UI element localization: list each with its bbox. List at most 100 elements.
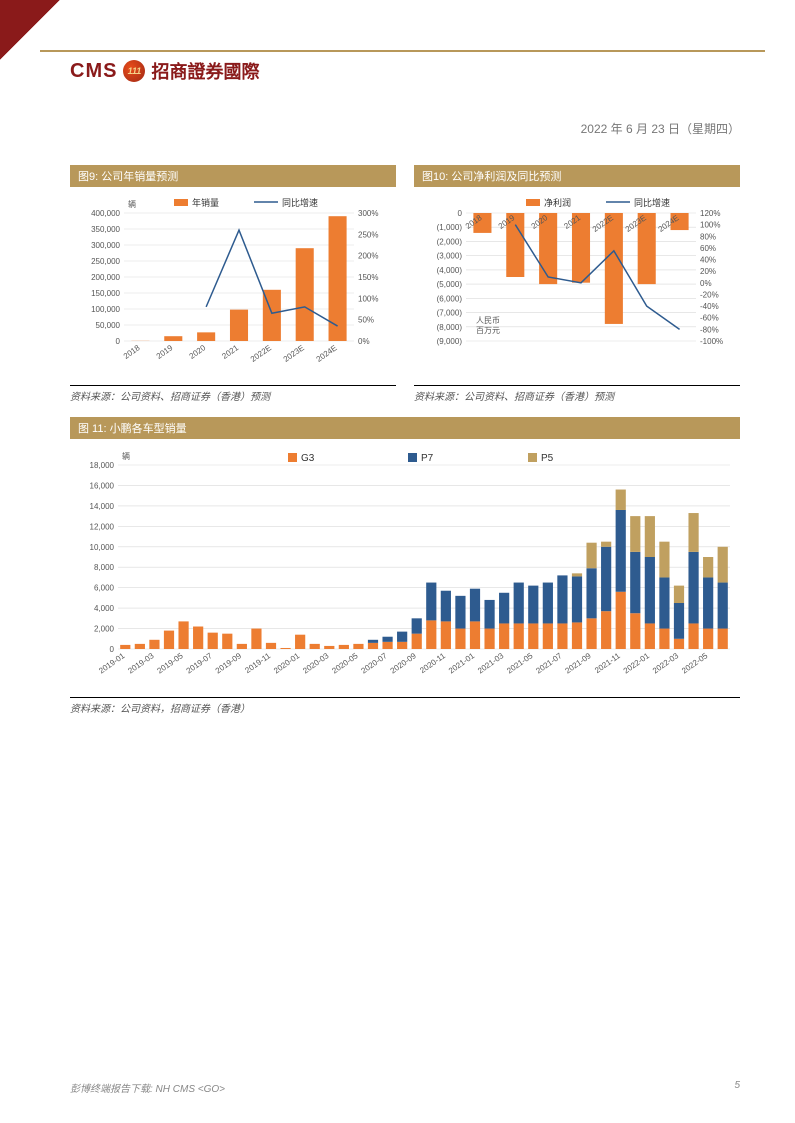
- logo: CMS 111 招商證券國際: [70, 58, 259, 84]
- svg-text:2020-01: 2020-01: [272, 651, 302, 676]
- svg-text:2021-11: 2021-11: [593, 651, 622, 675]
- svg-text:0: 0: [458, 209, 463, 218]
- chart9-svg: 050,000100,000150,000200,000250,000300,0…: [72, 191, 392, 381]
- chart11-title: 图 11: 小鹏各车型销量: [70, 417, 740, 439]
- logo-cn-name: 招商證券國際: [151, 58, 259, 84]
- chart10-svg: 0 (1,000) (2,000) (3,000) (4,000) (5,000) (6,0…: [416, 191, 736, 381]
- svg-text:6,000: 6,000: [94, 584, 115, 593]
- svg-text:2024E: 2024E: [315, 343, 339, 364]
- svg-text:2019: 2019: [155, 343, 175, 361]
- svg-text:100%: 100%: [358, 294, 378, 303]
- svg-text:净利润: 净利润: [544, 197, 571, 208]
- chart11-svg: 02,0004,0006,0008,00010,00012,00014,0001…: [72, 443, 740, 693]
- svg-text:200,000: 200,000: [91, 273, 120, 282]
- svg-text:同比增速: 同比增速: [282, 197, 318, 208]
- svg-text:120%: 120%: [700, 209, 720, 218]
- svg-text:300%: 300%: [358, 209, 378, 218]
- svg-text:-80%: -80%: [700, 325, 719, 334]
- svg-text:14,000: 14,000: [90, 502, 115, 511]
- svg-text:16,000: 16,000: [90, 481, 115, 490]
- footer-page: 5: [734, 1080, 740, 1095]
- svg-text:0%: 0%: [358, 337, 370, 346]
- svg-text:(6,000): (6,000): [437, 294, 463, 303]
- svg-text:250%: 250%: [358, 230, 378, 239]
- svg-text:2022-05: 2022-05: [680, 651, 710, 676]
- logo-icon: 111: [123, 60, 145, 82]
- svg-text:-100%: -100%: [700, 337, 723, 346]
- page-footer: 彭博终端报告下载: NH CMS <GO> 5: [70, 1080, 740, 1095]
- svg-text:100%: 100%: [700, 221, 720, 230]
- svg-text:2021-03: 2021-03: [476, 651, 506, 676]
- svg-text:2023E: 2023E: [282, 343, 306, 364]
- svg-text:250,000: 250,000: [91, 257, 120, 266]
- svg-text:(5,000): (5,000): [437, 280, 463, 289]
- svg-text:300,000: 300,000: [91, 241, 120, 250]
- svg-text:G3: G3: [301, 453, 315, 464]
- svg-text:0: 0: [110, 645, 115, 654]
- svg-text:2019-03: 2019-03: [126, 651, 156, 676]
- svg-text:2019-05: 2019-05: [156, 651, 186, 676]
- svg-text:(8,000): (8,000): [437, 323, 463, 332]
- svg-text:12,000: 12,000: [90, 522, 115, 531]
- svg-text:2021-07: 2021-07: [534, 651, 564, 676]
- svg-text:(1,000): (1,000): [437, 223, 463, 232]
- svg-text:-60%: -60%: [700, 314, 719, 323]
- svg-text:0: 0: [116, 337, 121, 346]
- svg-text:2021-09: 2021-09: [564, 651, 594, 676]
- svg-text:P7: P7: [421, 453, 434, 464]
- svg-text:2021-05: 2021-05: [505, 651, 535, 676]
- svg-text:2020-11: 2020-11: [418, 651, 447, 675]
- chart9-container: 图9: 公司年销量预测 050,000100,000150,000200,000…: [70, 165, 396, 403]
- report-date: 2022 年 6 月 23 日（星期四）: [581, 120, 740, 137]
- svg-text:200%: 200%: [358, 252, 378, 261]
- svg-text:40%: 40%: [700, 256, 716, 265]
- footer-left: 彭博终端报告下载: NH CMS <GO>: [70, 1080, 225, 1095]
- svg-text:2022-01: 2022-01: [622, 651, 652, 676]
- svg-text:8,000: 8,000: [94, 563, 115, 572]
- svg-text:10,000: 10,000: [90, 543, 115, 552]
- svg-text:2018: 2018: [122, 343, 142, 361]
- svg-text:年销量: 年销量: [192, 197, 219, 208]
- header-rule: [40, 50, 765, 52]
- svg-text:2019-07: 2019-07: [185, 651, 215, 676]
- chart10-title: 图10: 公司净利润及同比预测: [414, 165, 740, 187]
- svg-text:400,000: 400,000: [91, 209, 120, 218]
- svg-text:150,000: 150,000: [91, 289, 120, 298]
- svg-text:350,000: 350,000: [91, 225, 120, 234]
- svg-text:20%: 20%: [700, 267, 716, 276]
- svg-text:百万元: 百万元: [476, 326, 500, 335]
- svg-text:50%: 50%: [358, 316, 374, 325]
- chart9-source: 资料来源：公司资料、招商证券（香港）预测: [70, 385, 396, 403]
- logo-cms: CMS: [70, 60, 117, 83]
- svg-text:2020: 2020: [188, 343, 208, 361]
- svg-text:2019-09: 2019-09: [214, 651, 244, 676]
- main-content: 图9: 公司年销量预测 050,000100,000150,000200,000…: [70, 165, 740, 715]
- svg-text:2022-03: 2022-03: [651, 651, 681, 676]
- svg-text:2020-05: 2020-05: [330, 651, 360, 676]
- svg-text:(4,000): (4,000): [437, 266, 463, 275]
- svg-text:人民币: 人民币: [476, 316, 500, 325]
- svg-text:P5: P5: [541, 453, 554, 464]
- svg-text:同比增速: 同比增速: [634, 197, 670, 208]
- chart9-title: 图9: 公司年销量预测: [70, 165, 396, 187]
- chart11-source: 资料来源：公司资料，招商证券（香港）: [70, 697, 740, 715]
- svg-text:2019-11: 2019-11: [243, 651, 272, 675]
- chart11-container: 图 11: 小鹏各车型销量 02,0004,0006,0008,00010,00…: [70, 417, 740, 715]
- svg-text:18,000: 18,000: [90, 461, 115, 470]
- svg-text:60%: 60%: [700, 244, 716, 253]
- svg-text:2020-07: 2020-07: [360, 651, 390, 676]
- svg-text:2019-01: 2019-01: [97, 651, 127, 676]
- svg-text:(2,000): (2,000): [437, 237, 463, 246]
- svg-text:-40%: -40%: [700, 302, 719, 311]
- svg-text:2022E: 2022E: [249, 343, 273, 364]
- svg-text:150%: 150%: [358, 273, 378, 282]
- svg-text:(3,000): (3,000): [437, 252, 463, 261]
- svg-text:2021-01: 2021-01: [447, 651, 477, 676]
- svg-text:辆: 辆: [122, 451, 130, 461]
- svg-text:(9,000): (9,000): [437, 337, 463, 346]
- svg-text:2,000: 2,000: [94, 625, 115, 634]
- svg-text:2020-03: 2020-03: [301, 651, 331, 676]
- svg-text:50,000: 50,000: [96, 321, 121, 330]
- svg-text:辆: 辆: [128, 199, 136, 209]
- svg-text:0%: 0%: [700, 279, 712, 288]
